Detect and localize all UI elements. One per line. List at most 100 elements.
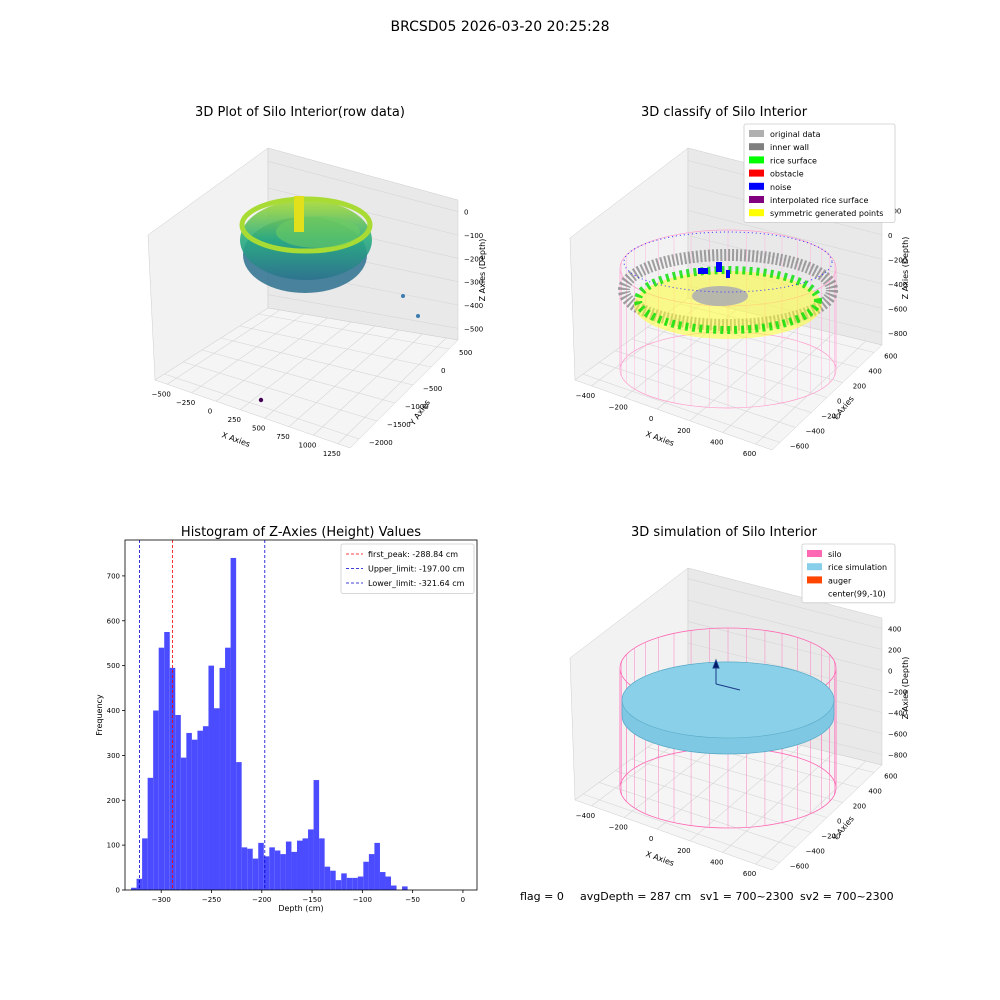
histogram-bar	[341, 873, 347, 890]
histogram-bar	[208, 665, 215, 890]
z-tick-label: −800	[888, 330, 907, 338]
grid-line	[687, 621, 883, 671]
histogram-bar	[313, 780, 320, 890]
raw-top-rim	[239, 196, 373, 254]
y-tick-label: 400	[107, 707, 120, 715]
y-tick-label: 200	[853, 803, 866, 811]
grid-line	[267, 161, 459, 212]
z-tick-label: 0	[464, 209, 468, 217]
x-tick-label: −500	[152, 390, 171, 398]
original-data-center	[692, 286, 748, 306]
histogram-bar	[180, 757, 187, 890]
inner-wall-band	[618, 249, 838, 331]
y-tick-label: 0	[116, 887, 120, 895]
legend-label: Lower_limit: -321.64 cm	[368, 579, 465, 588]
pane-floor	[574, 717, 883, 871]
chart-classify-title: 3D classify of Silo Interior	[641, 105, 808, 120]
grid-line	[239, 325, 432, 368]
x-tick-label: 500	[252, 424, 265, 432]
histogram-bar	[169, 667, 176, 890]
legend-swatch	[749, 196, 764, 203]
raw-outlier	[258, 397, 264, 403]
chart-sim-ylabel: Y Axies	[830, 814, 856, 843]
y-tick-label: 400	[868, 368, 881, 376]
y-tick-label: 600	[884, 773, 897, 781]
x-tick-label: 0	[649, 835, 653, 843]
histogram-bar	[175, 715, 181, 890]
grid-line	[687, 599, 883, 650]
y-tick-label: 0	[837, 818, 841, 826]
z-tick-label: −200	[464, 255, 483, 263]
chart-sim-legend: silo rice simulation auger center(99,-10)	[801, 543, 896, 604]
legend-box	[340, 543, 475, 594]
legend-swatch	[749, 182, 764, 190]
histogram-bar	[308, 829, 314, 890]
noise-ring	[623, 231, 833, 293]
grid-line	[582, 793, 780, 863]
grid-line	[258, 313, 450, 350]
x-tick-label: −200	[609, 404, 628, 412]
x-tick-label: −150	[302, 896, 321, 904]
chart-classify-xlabel: X Axies	[644, 429, 675, 448]
histogram-bar	[368, 854, 375, 890]
x-tick-label: 200	[677, 847, 690, 855]
raw-spike	[294, 196, 304, 232]
histogram-bar	[158, 647, 165, 890]
grid-line	[202, 349, 396, 404]
x-tick-label: 750	[276, 433, 289, 441]
z-tick-label: 200	[888, 647, 901, 655]
x-tick-label: −200	[609, 824, 628, 832]
legend-swatch	[749, 156, 764, 164]
histogram-bar	[236, 762, 242, 890]
y-tick-label: −600	[790, 443, 809, 451]
histogram-bar	[330, 870, 336, 890]
histogram-bar	[374, 842, 380, 890]
histogram-bar	[296, 840, 303, 890]
histogram-bar	[263, 856, 270, 890]
x-tick-label: 400	[710, 859, 723, 867]
x-tick-label: 1250	[323, 450, 341, 458]
chart-raw-title: 3D Plot of Silo Interior(row data)	[195, 105, 405, 120]
y-tick-label: −200	[821, 413, 840, 421]
x-tick-label: −200	[252, 896, 271, 904]
z-tick-label: −400	[888, 710, 907, 718]
chart-classify-legend: original data inner wall rice surface obsta…	[743, 123, 896, 223]
x-tick-label: 600	[743, 450, 756, 458]
grid-line	[687, 578, 883, 629]
y-tick-label: −2000	[369, 439, 393, 447]
chart-raw-xlabel: X Axies	[220, 430, 251, 449]
y-tick-label: 300	[107, 752, 120, 760]
chart-simulation-3d: 3D simulation of Silo Interior −400 −200 0…	[569, 525, 910, 878]
x-tick-label: −400	[576, 812, 595, 820]
histogram-bar	[280, 854, 286, 890]
y-tick-label: −400	[806, 848, 825, 856]
z-tick-label: −200	[888, 689, 907, 697]
chart-hist-legend: first_peak: -288.84 cm Upper_limit: -197.…	[340, 543, 475, 594]
z-tick-label: −200	[888, 256, 907, 264]
grid-line	[615, 350, 812, 413]
grid-line	[183, 361, 378, 422]
pane-floor	[154, 307, 459, 449]
grid-line	[615, 770, 812, 833]
legend-swatch	[749, 169, 764, 177]
pane-floor	[574, 297, 883, 451]
legend-label: noise	[770, 183, 791, 192]
grid-line	[647, 326, 843, 383]
x-tick-label: −400	[576, 392, 595, 400]
rice-simulation-top	[621, 661, 835, 739]
legend-label: first_peak: -288.84 cm	[368, 550, 458, 559]
x-tick-label: −50	[405, 896, 420, 904]
y-tick-label: −600	[790, 863, 809, 871]
grid-line	[220, 337, 414, 386]
z-tick-label: −100	[464, 232, 483, 240]
x-tick-label: 200	[677, 427, 690, 435]
chart-sim-xlabel: X Axies	[644, 849, 675, 868]
histogram-bar	[241, 847, 248, 890]
raw-outlier	[416, 314, 420, 318]
histogram-bar	[285, 841, 292, 890]
grid-line	[599, 782, 796, 848]
legend-label: inner wall	[770, 143, 809, 152]
legend-swatch	[749, 130, 764, 137]
histogram-bar	[346, 877, 353, 890]
